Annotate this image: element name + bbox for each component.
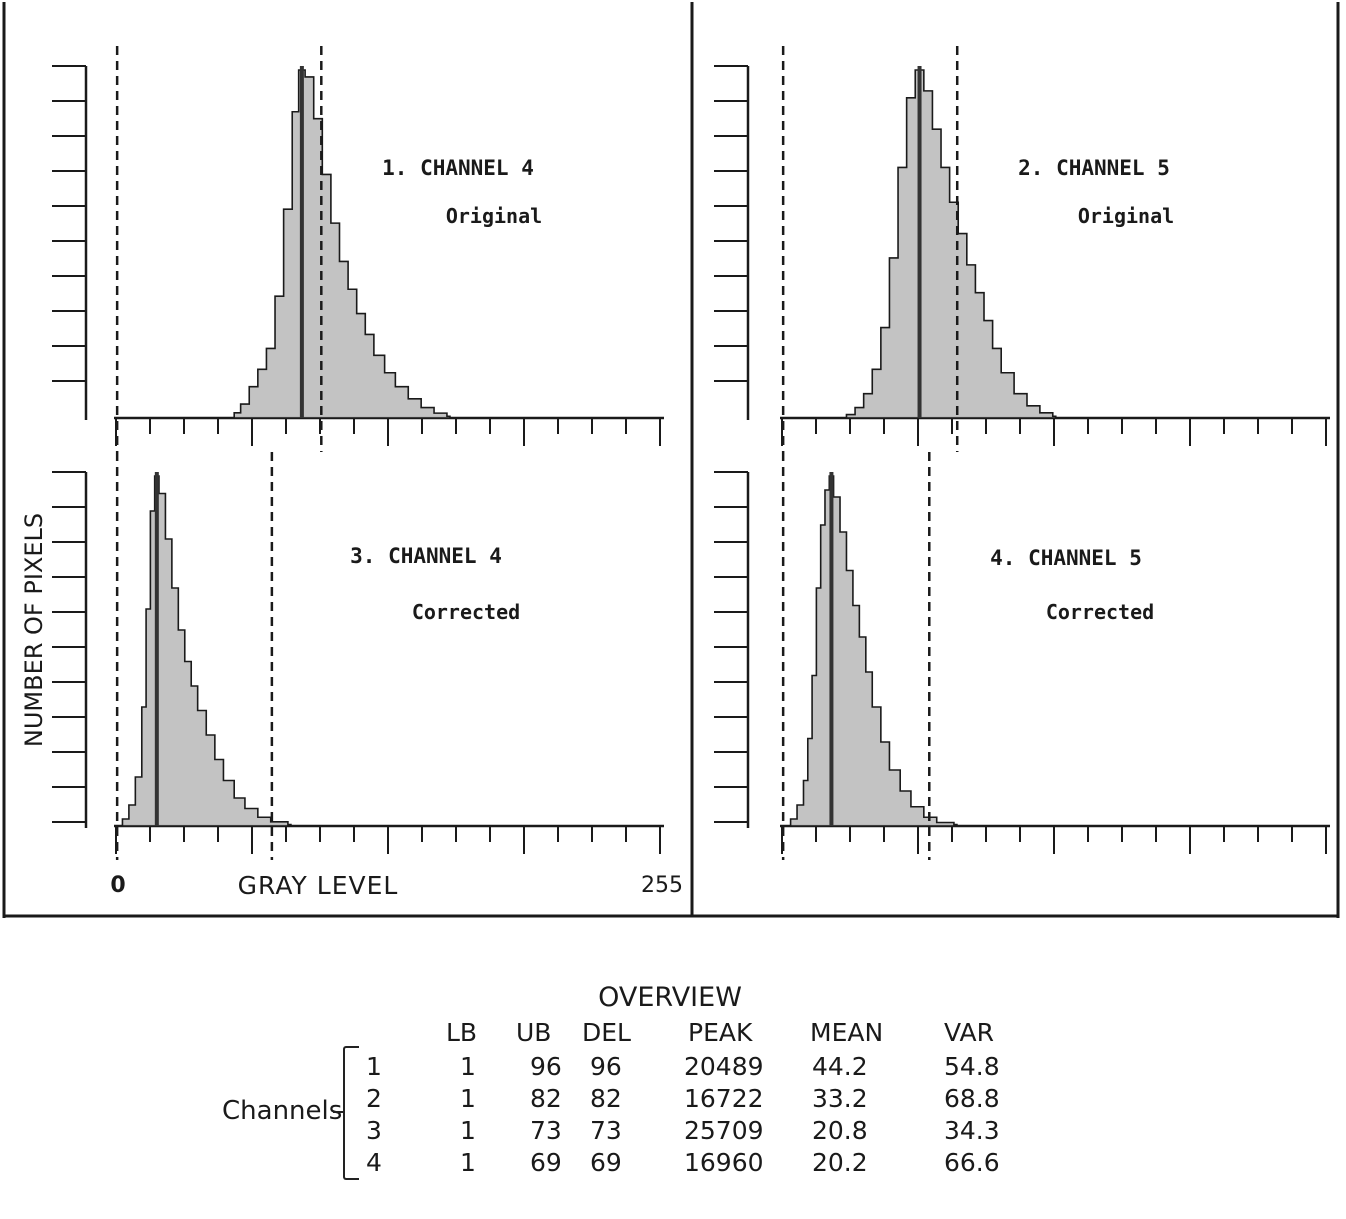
histogram-series (845, 69, 1057, 419)
x-max-label: 255 (641, 873, 683, 898)
channel-number: 3 (366, 1116, 382, 1145)
overview-cell: 16960 (684, 1148, 764, 1177)
figure-frame (2, 2, 1340, 918)
overview-cell: 82 (530, 1084, 562, 1113)
overview-cell: 20489 (684, 1052, 764, 1081)
histogram-panel-3: 3. CHANNEL 4 Corrected (52, 452, 664, 860)
y-axis-label: NUMBER OF PIXELS (20, 513, 48, 747)
col-header-del: DEL (582, 1018, 631, 1047)
histogram-series (121, 475, 292, 827)
overview-cell: 33.2 (812, 1084, 868, 1113)
overview-cell: 66.6 (944, 1148, 1000, 1177)
overview-cell: 44.2 (812, 1052, 868, 1081)
channels-group-label: Channels (222, 1096, 343, 1126)
col-header-mean: MEAN (810, 1018, 884, 1047)
overview-cell: 20.8 (812, 1116, 868, 1145)
overview-cell: 54.8 (944, 1052, 1000, 1081)
histogram-series (789, 475, 958, 827)
panel-title: 3. CHANNEL 4 (350, 544, 502, 568)
overview-cell: 1 (460, 1052, 476, 1081)
panel-subtitle: Original (446, 204, 542, 228)
histogram-series (233, 69, 451, 419)
channels-brace (343, 1046, 359, 1180)
panel-title: 2. CHANNEL 5 (1018, 156, 1170, 180)
col-header-var: VAR (944, 1018, 994, 1047)
overview-cell: 82 (590, 1084, 622, 1113)
overview-cell: 96 (590, 1052, 622, 1081)
overview-cell: 69 (530, 1148, 562, 1177)
overview-cell: 73 (530, 1116, 562, 1145)
overview-cell: 16722 (684, 1084, 764, 1113)
x-min-label: 0 (110, 873, 125, 898)
overview-cell: 68.8 (944, 1084, 1000, 1113)
overview-title: OVERVIEW (598, 982, 742, 1013)
histogram-panel-2: 2. CHANNEL 5 Original (714, 46, 1330, 452)
panel-subtitle: Original (1078, 204, 1174, 228)
channel-number: 2 (366, 1084, 382, 1113)
overview-cell: 25709 (684, 1116, 764, 1145)
panel-subtitle: Corrected (412, 600, 520, 624)
overview-cell: 1 (460, 1148, 476, 1177)
overview-cell: 1 (460, 1116, 476, 1145)
overview-cell: 1 (460, 1084, 476, 1113)
panel-subtitle: Corrected (1046, 600, 1154, 624)
x-axis-label: GRAY LEVEL (238, 871, 399, 900)
channel-number: 1 (366, 1052, 382, 1081)
overview-cell: 96 (530, 1052, 562, 1081)
histogram-panel-4: 4. CHANNEL 5 Corrected (714, 452, 1330, 860)
overview-cell: 20.2 (812, 1148, 868, 1177)
overview-table: OVERVIEW LB UB DEL PEAK MEAN VAR Channel… (0, 918, 1346, 1218)
histogram-panel-1: 1. CHANNEL 4 Original (52, 46, 664, 452)
overview-cell: 34.3 (944, 1116, 1000, 1145)
channel-number: 4 (366, 1148, 382, 1177)
channels-brace-tick (333, 1111, 345, 1113)
overview-cell: 69 (590, 1148, 622, 1177)
col-header-lb: LB (446, 1018, 478, 1047)
panel-title: 1. CHANNEL 4 (382, 156, 534, 180)
col-header-ub: UB (516, 1018, 552, 1047)
overview-cell: 73 (590, 1116, 622, 1145)
figure-canvas: 1. CHANNEL 4 Original 2. CHANNEL 5 Original… (2, 2, 1340, 918)
col-header-peak: PEAK (688, 1018, 753, 1047)
panel-title: 4. CHANNEL 5 (990, 546, 1142, 570)
